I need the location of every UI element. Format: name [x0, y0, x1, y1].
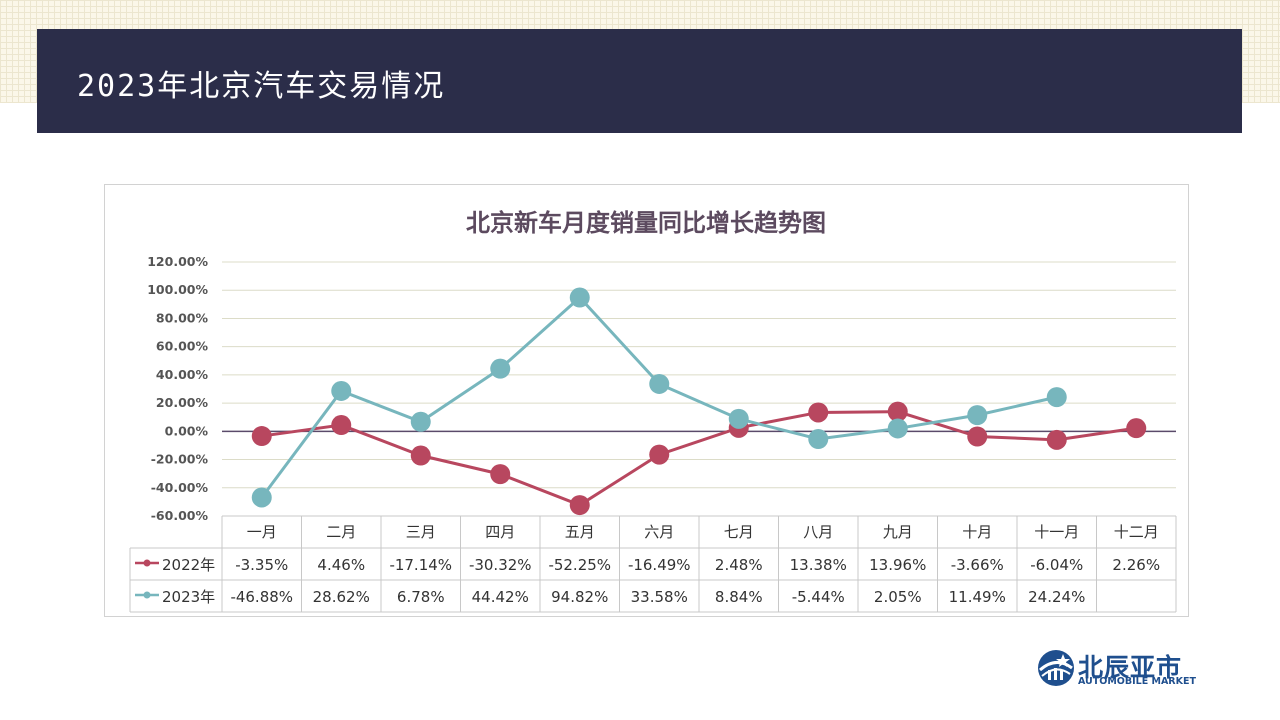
- data-table-cell: -6.04%: [1030, 556, 1083, 574]
- data-point: [1046, 429, 1067, 450]
- data-point: [808, 402, 829, 423]
- globe-logo-icon: [1038, 650, 1074, 686]
- x-tick-label: 七月: [724, 523, 754, 541]
- logo-name-cn: 北辰亚市: [1078, 653, 1183, 682]
- legend-key-marker: [143, 559, 151, 567]
- data-table-cell: 11.49%: [949, 588, 1006, 606]
- data-table-cell: -46.88%: [230, 588, 293, 606]
- x-tick-label: 三月: [406, 523, 436, 541]
- data-point: [728, 408, 749, 429]
- data-point: [410, 411, 431, 432]
- x-tick-label: 八月: [803, 523, 833, 541]
- data-point: [967, 405, 988, 426]
- data-table-cell: -3.66%: [951, 556, 1004, 574]
- y-tick-label: -60.00%: [151, 508, 209, 523]
- legend-entry: 2023年: [162, 588, 215, 606]
- data-table-cell: 44.42%: [472, 588, 529, 606]
- data-table-cell: 13.38%: [790, 556, 847, 574]
- data-table-cell: -3.35%: [235, 556, 288, 574]
- y-tick-label: 20.00%: [156, 395, 209, 410]
- page-title: 2023年北京汽车交易情况: [77, 69, 446, 104]
- chart-title: 北京新车月度销量同比增长趋势图: [466, 209, 826, 237]
- data-table-cell: -5.44%: [792, 588, 845, 606]
- data-table-cell: -16.49%: [628, 556, 691, 574]
- data-table-cell: 8.84%: [715, 588, 763, 606]
- data-table-cell: 24.24%: [1028, 588, 1085, 606]
- y-tick-label: -20.00%: [151, 452, 209, 467]
- y-tick-label: 120.00%: [147, 254, 208, 269]
- data-point: [490, 358, 511, 379]
- data-point: [490, 464, 511, 485]
- y-tick-label: 0.00%: [165, 423, 209, 438]
- y-tick-label: 100.00%: [147, 282, 208, 297]
- x-tick-label: 十一月: [1034, 523, 1079, 541]
- x-tick-label: 二月: [326, 523, 356, 541]
- y-tick-label: 80.00%: [156, 310, 209, 325]
- x-tick-label: 六月: [644, 523, 674, 541]
- data-table-cell: 13.96%: [869, 556, 926, 574]
- legend-key-marker: [143, 591, 151, 599]
- series-line: [260, 295, 1058, 499]
- data-table-cell: -17.14%: [389, 556, 452, 574]
- x-tick-label: 十月: [962, 523, 992, 541]
- data-point: [569, 495, 590, 516]
- data-table-cell: -30.32%: [469, 556, 532, 574]
- data-table-cell: 33.58%: [631, 588, 688, 606]
- data-table-cell: 6.78%: [397, 588, 445, 606]
- data-table-cell: 2.48%: [715, 556, 763, 574]
- data-point: [808, 429, 829, 450]
- data-table-cell: 28.62%: [313, 588, 370, 606]
- data-table-cell: 2.05%: [874, 588, 922, 606]
- logo-name-en: AUTOMOBILE MARKET: [1078, 676, 1196, 687]
- data-point: [251, 426, 272, 447]
- data-point: [1046, 387, 1067, 408]
- x-tick-label: 十二月: [1114, 523, 1159, 541]
- chart-panel: 北京新车月度销量同比增长趋势图 120.00% 100.00% 80.00% 60.00…: [104, 184, 1189, 617]
- data-point: [331, 415, 352, 436]
- data-point: [967, 426, 988, 447]
- data-table-cell: 94.82%: [551, 588, 608, 606]
- legend-entry: 2022年: [162, 556, 215, 574]
- data-point: [649, 373, 670, 394]
- data-table-cell: 4.46%: [317, 556, 365, 574]
- series-line: [261, 410, 1137, 507]
- data-point: [410, 445, 431, 466]
- data-point: [569, 287, 590, 308]
- x-tick-label: 四月: [485, 523, 515, 541]
- header-bar: 2023年北京汽车交易情况: [37, 29, 1242, 133]
- data-table-cell: -52.25%: [548, 556, 611, 574]
- data-point: [1126, 418, 1147, 439]
- x-tick-label: 九月: [883, 523, 913, 541]
- y-tick-label: 40.00%: [156, 367, 209, 382]
- x-tick-label: 一月: [247, 523, 277, 541]
- line-chart: 北京新车月度销量同比增长趋势图 120.00% 100.00% 80.00% 60.00…: [129, 209, 1177, 613]
- data-point: [887, 418, 908, 439]
- y-tick-label: 60.00%: [156, 339, 209, 354]
- data-point: [887, 401, 908, 422]
- data-point: [649, 444, 670, 465]
- x-tick-label: 五月: [565, 523, 595, 541]
- y-tick-label: -40.00%: [151, 480, 209, 495]
- data-table-cell: 2.26%: [1112, 556, 1160, 574]
- data-point: [331, 380, 352, 401]
- company-logo: 北辰亚市 AUTOMOBILE MARKET: [1036, 648, 1216, 690]
- data-point: [251, 487, 272, 508]
